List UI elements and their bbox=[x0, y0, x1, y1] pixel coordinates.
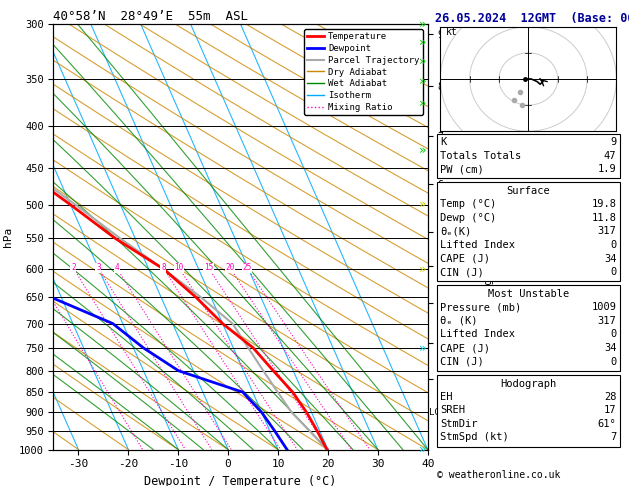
Text: 8: 8 bbox=[161, 263, 165, 273]
Text: 4: 4 bbox=[114, 263, 119, 273]
Text: »: » bbox=[419, 18, 426, 31]
Y-axis label: hPa: hPa bbox=[3, 227, 13, 247]
Text: Most Unstable: Most Unstable bbox=[487, 289, 569, 299]
Text: 0: 0 bbox=[610, 330, 616, 339]
Text: 11.8: 11.8 bbox=[591, 213, 616, 223]
Text: Lifted Index: Lifted Index bbox=[440, 240, 515, 250]
Text: »: » bbox=[419, 97, 426, 110]
Text: 317: 317 bbox=[598, 226, 616, 236]
Text: »: » bbox=[419, 262, 426, 276]
Text: Pressure (mb): Pressure (mb) bbox=[440, 302, 521, 312]
Text: © weatheronline.co.uk: © weatheronline.co.uk bbox=[437, 470, 560, 480]
Text: StmDir: StmDir bbox=[440, 419, 478, 429]
Text: 317: 317 bbox=[598, 316, 616, 326]
Text: 1.9: 1.9 bbox=[598, 164, 616, 174]
Legend: Temperature, Dewpoint, Parcel Trajectory, Dry Adiabat, Wet Adiabat, Isotherm, Mi: Temperature, Dewpoint, Parcel Trajectory… bbox=[304, 29, 423, 115]
Text: CIN (J): CIN (J) bbox=[440, 267, 484, 277]
Text: 34: 34 bbox=[604, 343, 616, 353]
Text: Surface: Surface bbox=[506, 186, 550, 196]
Text: 7: 7 bbox=[610, 433, 616, 442]
Text: 0: 0 bbox=[610, 357, 616, 366]
Text: Mixing Ratio (g/kg): Mixing Ratio (g/kg) bbox=[484, 202, 494, 314]
Text: Temp (°C): Temp (°C) bbox=[440, 199, 496, 209]
Text: 61°: 61° bbox=[598, 419, 616, 429]
Text: 20: 20 bbox=[225, 263, 235, 273]
Text: Hodograph: Hodograph bbox=[500, 379, 557, 389]
Text: PW (cm): PW (cm) bbox=[440, 164, 484, 174]
Text: 28: 28 bbox=[604, 392, 616, 401]
Text: StmSpd (kt): StmSpd (kt) bbox=[440, 433, 509, 442]
Text: K: K bbox=[440, 137, 447, 147]
Text: CAPE (J): CAPE (J) bbox=[440, 254, 490, 263]
Text: CIN (J): CIN (J) bbox=[440, 357, 484, 366]
Text: SREH: SREH bbox=[440, 405, 465, 415]
Text: 25: 25 bbox=[242, 263, 252, 273]
Text: θₑ(K): θₑ(K) bbox=[440, 226, 472, 236]
Text: 1009: 1009 bbox=[591, 302, 616, 312]
Text: θₑ (K): θₑ (K) bbox=[440, 316, 478, 326]
Text: »: » bbox=[419, 342, 426, 354]
X-axis label: Dewpoint / Temperature (°C): Dewpoint / Temperature (°C) bbox=[145, 475, 337, 486]
Text: 10: 10 bbox=[174, 263, 184, 273]
Text: 34: 34 bbox=[604, 254, 616, 263]
Text: 2: 2 bbox=[71, 263, 75, 273]
Text: Totals Totals: Totals Totals bbox=[440, 151, 521, 160]
Text: 15: 15 bbox=[204, 263, 213, 273]
Text: »: » bbox=[419, 198, 426, 211]
Text: »: » bbox=[419, 443, 426, 456]
Text: »: » bbox=[419, 144, 426, 157]
Text: 19.8: 19.8 bbox=[591, 199, 616, 209]
Y-axis label: km
ASL: km ASL bbox=[445, 228, 466, 246]
Text: »: » bbox=[419, 75, 426, 88]
Text: CAPE (J): CAPE (J) bbox=[440, 343, 490, 353]
Text: 26.05.2024  12GMT  (Base: 06): 26.05.2024 12GMT (Base: 06) bbox=[435, 12, 629, 25]
Text: 3: 3 bbox=[96, 263, 101, 273]
Text: 9: 9 bbox=[610, 137, 616, 147]
Text: 17: 17 bbox=[604, 405, 616, 415]
Text: 0: 0 bbox=[610, 267, 616, 277]
Text: »: » bbox=[419, 36, 426, 49]
Text: »: » bbox=[419, 55, 426, 68]
Text: 0: 0 bbox=[610, 240, 616, 250]
Text: 40°58’N  28°49’E  55m  ASL: 40°58’N 28°49’E 55m ASL bbox=[53, 10, 248, 23]
Text: Dewp (°C): Dewp (°C) bbox=[440, 213, 496, 223]
Text: Lifted Index: Lifted Index bbox=[440, 330, 515, 339]
Text: EH: EH bbox=[440, 392, 453, 401]
Text: 47: 47 bbox=[604, 151, 616, 160]
Text: kt: kt bbox=[446, 27, 458, 36]
Text: LCL: LCL bbox=[429, 408, 445, 417]
